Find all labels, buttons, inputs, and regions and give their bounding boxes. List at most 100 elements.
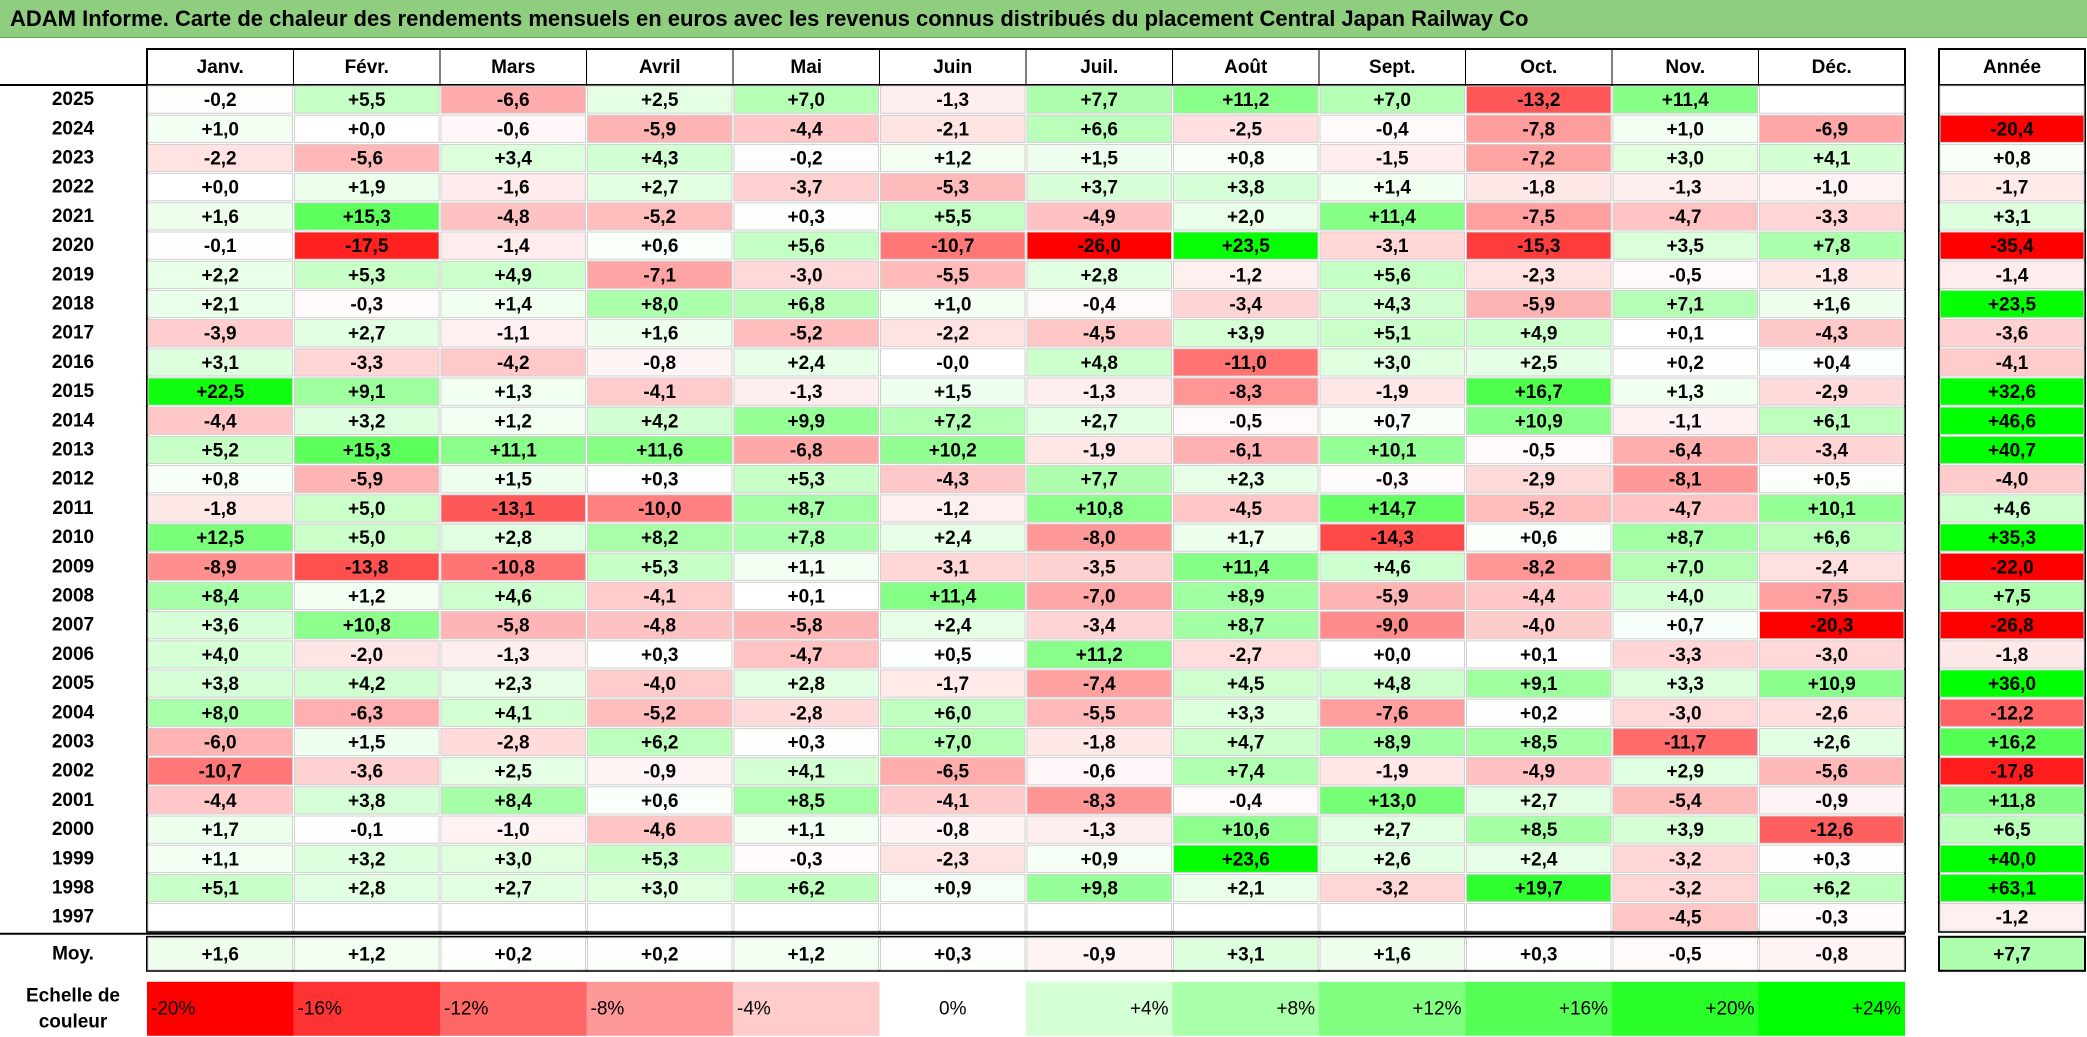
heatmap-cell — [1759, 260, 1905, 289]
cell-value: -0,1 — [204, 236, 237, 257]
cell-value: +8,9 — [1373, 733, 1411, 754]
cell-value: +2,6 — [1373, 849, 1411, 870]
heatmap-cell — [880, 727, 1026, 757]
heatmap-cell — [294, 903, 440, 932]
cell-value: +0,5 — [934, 645, 972, 666]
cell-value: +6,2 — [1813, 879, 1851, 900]
cell-value: -7,1 — [643, 265, 676, 286]
cell-value: +11,4 — [1222, 557, 1269, 578]
heatmap-cell — [1026, 377, 1172, 406]
heatmap-cell — [1612, 231, 1758, 260]
heatmap-cell — [1466, 319, 1612, 348]
heatmap-cell — [587, 377, 733, 406]
cell-value: -6,9 — [1815, 119, 1848, 140]
heatmap-cell — [1026, 114, 1172, 143]
year-label: 2016 — [52, 352, 94, 373]
cell-value: +1,3 — [494, 382, 532, 403]
cell-value: +0,7 — [1666, 616, 1704, 637]
annual-value: +23,5 — [1988, 295, 2037, 316]
heatmap-cell — [147, 786, 293, 815]
annual-cell — [1939, 143, 2085, 173]
year-label: 2017 — [52, 323, 94, 344]
cell-value: +4,1 — [494, 703, 532, 724]
average-cell — [440, 937, 586, 971]
cell-value: +4,2 — [641, 411, 679, 432]
average-value: -0,8 — [1815, 944, 1848, 965]
heatmap-cell — [1026, 640, 1172, 669]
cell-value: +23,6 — [1222, 849, 1270, 870]
heatmap-cell — [733, 494, 879, 523]
cell-value: +8,5 — [1520, 820, 1558, 841]
column-header: Mars — [491, 57, 535, 78]
heatmap-cell — [1173, 903, 1319, 932]
annual-cell — [1939, 319, 2085, 348]
heatmap-cell — [880, 903, 1026, 932]
heatmap-cell — [440, 319, 586, 348]
heatmap-cell — [147, 669, 293, 698]
heatmap-cell — [294, 611, 440, 640]
average-cell — [1759, 937, 1905, 971]
cell-value: +5,1 — [201, 879, 239, 900]
year-label: 2001 — [52, 790, 95, 811]
cell-value: +0,0 — [201, 178, 239, 199]
column-header: Juil. — [1080, 57, 1118, 78]
cell-value: -5,6 — [1815, 762, 1848, 783]
heatmap-cell — [1466, 903, 1612, 932]
year-label: 2013 — [52, 440, 94, 461]
heatmap-cell — [440, 757, 586, 786]
cell-value: -5,9 — [1376, 587, 1409, 608]
cell-value: -5,9 — [1522, 295, 1555, 316]
heatmap-cell — [440, 552, 586, 581]
cell-value: -4,9 — [1083, 207, 1116, 228]
year-label: 2008 — [52, 586, 94, 607]
heatmap-cell — [1173, 377, 1319, 406]
average-value: +0,2 — [494, 944, 532, 965]
heatmap-cell — [733, 844, 879, 873]
cell-value: +11,6 — [636, 441, 683, 462]
heatmap-cell — [1026, 815, 1172, 844]
annual-cell — [1939, 873, 2085, 903]
cell-value: +3,0 — [1666, 149, 1704, 170]
heatmap-cell — [1612, 552, 1758, 581]
heatmap-cell — [1173, 815, 1319, 844]
annual-value: -35,4 — [1990, 236, 2034, 257]
heatmap-cell — [440, 114, 586, 143]
cell-value: -2,4 — [1815, 557, 1848, 578]
cell-value: +23,5 — [1222, 236, 1271, 257]
annual-cell — [1939, 435, 2085, 465]
cell-value: -7,0 — [1083, 587, 1116, 608]
average-cell — [1026, 937, 1172, 971]
heatmap-cell — [587, 640, 733, 669]
cell-value: -8,3 — [1229, 382, 1262, 403]
heatmap-cell — [1759, 669, 1905, 698]
cell-value: -5,8 — [790, 616, 823, 637]
column-header: Oct. — [1520, 57, 1557, 78]
cell-value: +5,5 — [934, 207, 972, 228]
cell-value: +1,5 — [494, 470, 532, 491]
heatmap-cell — [733, 435, 879, 465]
heatmap-cell — [1173, 581, 1319, 611]
heatmap-cell — [294, 786, 440, 815]
cell-value: -7,6 — [1376, 703, 1409, 724]
heatmap-cell — [1612, 260, 1758, 289]
heatmap-cell — [1759, 786, 1905, 815]
cell-value: -8,0 — [1083, 528, 1116, 549]
heatmap-cell — [587, 143, 733, 173]
heatmap-cell — [880, 552, 1026, 581]
cell-value: +10,1 — [1368, 441, 1417, 462]
heatmap-cell — [1466, 231, 1612, 260]
cell-value: +6,6 — [1080, 119, 1118, 140]
heatmap-cell — [1319, 289, 1465, 319]
heatmap-cell — [1319, 727, 1465, 757]
heatmap-cell — [1466, 435, 1612, 465]
cell-value: -1,1 — [1669, 411, 1702, 432]
heatmap-cell — [440, 523, 586, 552]
year-label: 2002 — [52, 761, 94, 782]
cell-value: -8,3 — [1083, 791, 1116, 812]
annual-value: -1,7 — [1996, 178, 2029, 199]
cell-value: -1,1 — [497, 324, 530, 345]
cell-value: -4,6 — [643, 820, 676, 841]
heatmap-cell — [880, 406, 1026, 435]
cell-value: +0,4 — [1813, 353, 1851, 374]
heatmap-cell — [880, 757, 1026, 786]
